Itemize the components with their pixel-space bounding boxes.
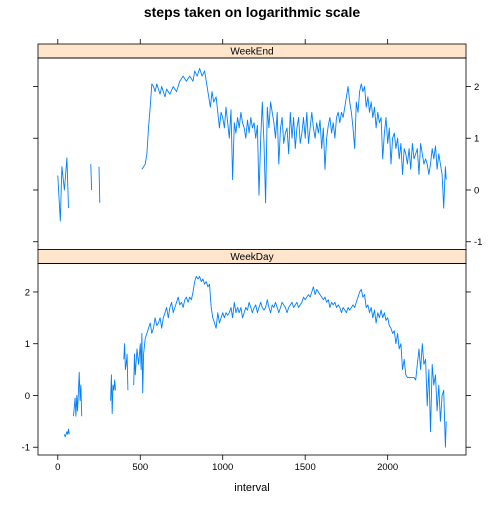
chart-title: steps taken on logarithmic scale xyxy=(144,4,361,20)
series-line-WeekEnd xyxy=(91,164,92,190)
strip-label: WeekEnd xyxy=(230,47,273,58)
strip-label: WeekDay xyxy=(230,252,273,263)
x-axis-label: interval xyxy=(234,482,269,494)
series-line-WeekDay xyxy=(111,375,116,414)
y-tick-label: -1 xyxy=(474,237,482,248)
y-tick-label: -1 xyxy=(22,443,30,454)
y-tick-label: 2 xyxy=(474,82,479,93)
series-line-WeekDay xyxy=(124,344,128,391)
y-tick-label: 0 xyxy=(25,391,30,402)
series-line-WeekDay xyxy=(74,372,82,416)
x-tick-label: 1000 xyxy=(212,462,233,473)
y-tick-label: 1 xyxy=(25,339,30,350)
y-tick-label: 1 xyxy=(474,134,479,145)
x-tick-label: 1500 xyxy=(295,462,316,473)
series-line-WeekDay xyxy=(64,429,69,437)
series-line-WeekEnd xyxy=(58,158,69,221)
series-line-WeekEnd xyxy=(99,167,100,203)
series-line-WeekDay xyxy=(134,276,447,447)
x-tick-label: 0 xyxy=(55,462,60,473)
series-line-WeekEnd xyxy=(142,68,446,208)
panels-layer: WeekEnd -1 0 1 2 WeekDay -1 0 1 2 0 500 1000 1500 2000 xyxy=(22,39,483,473)
x-tick-label: 2000 xyxy=(377,462,398,473)
x-tick-label: 500 xyxy=(132,462,148,473)
y-tick-label: 2 xyxy=(25,287,30,298)
y-tick-label: 0 xyxy=(474,185,479,196)
